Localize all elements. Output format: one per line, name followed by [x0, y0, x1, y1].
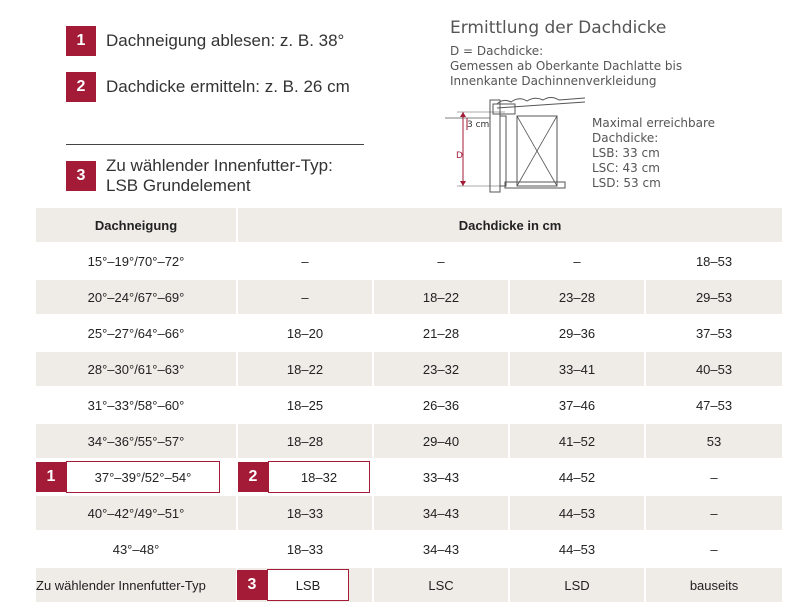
- cell: 29–36: [509, 315, 646, 352]
- table-row: 34°–36°/55°–57° 18–28 29–40 41–52 53: [36, 423, 783, 460]
- cell-highlighted: 3 LSB: [237, 567, 374, 604]
- cell: 23–28: [509, 279, 646, 316]
- cell-highlighted: 2 18–32: [237, 459, 374, 496]
- footer-label: Zu wählender Innenfutter-Typ: [36, 567, 238, 604]
- cell-angle: 31°–33°/58°–60°: [36, 387, 238, 424]
- table-row: 28°–30°/61°–63° 18–22 23–32 33–41 40–53: [36, 351, 783, 388]
- table-row-highlighted: 1 37°–39°/52°–54° 2 18–32 33–43 44–52 –: [36, 459, 783, 496]
- step-text: Dachdicke ermitteln: z. B. 26 cm: [106, 77, 350, 96]
- cell-angle: 25°–27°/64°–66°: [36, 315, 238, 352]
- table-row: 43°–48° 18–33 34–43 44–53 –: [36, 531, 783, 568]
- step-2: 2 Dachdicke ermitteln: z. B. 26 cm: [66, 72, 350, 102]
- cell: 18–33: [237, 531, 374, 568]
- cell: 44–53: [509, 495, 646, 532]
- cell-angle: 43°–48°: [36, 531, 238, 568]
- cell-angle: 15°–19°/70°–72°: [36, 243, 238, 280]
- cell: 34–43: [373, 531, 510, 568]
- cell: 18–22: [373, 279, 510, 316]
- cell: 41–52: [509, 423, 646, 460]
- header-dachdicke: Dachdicke in cm: [237, 208, 783, 244]
- table-row: 20°–24°/67°–69° – 18–22 23–28 29–53: [36, 279, 783, 316]
- cell: 18–33: [237, 495, 374, 532]
- cell: 18–25: [237, 387, 374, 424]
- cell: –: [645, 531, 783, 568]
- cell: –: [237, 279, 374, 316]
- table-row: 31°–33°/58°–60° 18–25 26–36 37–46 47–53: [36, 387, 783, 424]
- dimension-d-label: D: [456, 151, 463, 161]
- header-dachneigung: Dachneigung: [36, 208, 238, 244]
- step-1: 1 Dachneigung ablesen: z. B. 38°: [66, 26, 344, 56]
- cell-angle: 20°–24°/67°–69°: [36, 279, 238, 316]
- cell: 37–53: [645, 315, 783, 352]
- cell: 18–22: [237, 351, 374, 388]
- dimension-3cm-label: 3 cm: [467, 120, 489, 130]
- highlight-box-angle: 37°–39°/52°–54°: [66, 461, 220, 493]
- table-footer-row: Zu wählender Innenfutter-Typ 3 LSB LSC L…: [36, 567, 783, 604]
- table-row: 40°–42°/49°–51° 18–33 34–43 44–53 –: [36, 495, 783, 532]
- cell-angle-highlighted: 1 37°–39°/52°–54°: [36, 459, 238, 496]
- max-thickness-note: Maximal erreichbare Dachdicke: LSB: 33 c…: [592, 116, 716, 190]
- table-row: 15°–19°/70°–72° – – – 18–53: [36, 243, 783, 280]
- cell: –: [645, 459, 783, 496]
- highlight-box-thickness: 18–32: [268, 461, 370, 493]
- divider: [66, 144, 364, 145]
- step-number: 1: [66, 26, 96, 56]
- step-3: 3 Zu wählender Innenfutter-Typ: LSB Grun…: [66, 156, 333, 196]
- cell: 44–52: [509, 459, 646, 496]
- cell: 21–28: [373, 315, 510, 352]
- cell-angle: 34°–36°/55°–57°: [36, 423, 238, 460]
- cell: 34–43: [373, 495, 510, 532]
- cell: 23–32: [373, 351, 510, 388]
- cell: 33–43: [373, 459, 510, 496]
- cell: –: [373, 243, 510, 280]
- cell: 18–28: [237, 423, 374, 460]
- diagram-description: D = Dachdicke: Gemessen ab Oberkante Dac…: [450, 44, 683, 88]
- cell: 29–53: [645, 279, 783, 316]
- cell: 53: [645, 423, 783, 460]
- cell: 18–20: [237, 315, 374, 352]
- cell: 33–41: [509, 351, 646, 388]
- highlight-box-type: LSB: [267, 569, 349, 601]
- step-number: 3: [66, 161, 96, 191]
- cell-angle: 40°–42°/49°–51°: [36, 495, 238, 532]
- cell: –: [645, 495, 783, 532]
- cell: 37–46: [509, 387, 646, 424]
- step-text: Dachneigung ablesen: z. B. 38°: [106, 31, 345, 50]
- marker-1: 1: [36, 462, 66, 492]
- cell-angle: 28°–30°/61°–63°: [36, 351, 238, 388]
- cell: 44–53: [509, 531, 646, 568]
- diagram-title: Ermittlung der Dachdicke: [450, 18, 667, 38]
- step-text: Zu wählender Innenfutter-Typ: LSB Grunde…: [106, 156, 333, 195]
- cell: 47–53: [645, 387, 783, 424]
- cell: LSD: [509, 567, 646, 604]
- cell: LSC: [373, 567, 510, 604]
- cell: –: [509, 243, 646, 280]
- cell: bauseits: [645, 567, 783, 604]
- table-row: 25°–27°/64°–66° 18–20 21–28 29–36 37–53: [36, 315, 783, 352]
- step-number: 2: [66, 72, 96, 102]
- cell: 40–53: [645, 351, 783, 388]
- cell: 29–40: [373, 423, 510, 460]
- marker-2: 2: [238, 462, 268, 492]
- cell: –: [237, 243, 374, 280]
- roof-thickness-table: Dachneigung Dachdicke in cm 15°–19°/70°–…: [36, 208, 783, 604]
- cell: 18–53: [645, 243, 783, 280]
- roof-section-diagram: 3 cm D: [445, 97, 586, 193]
- marker-3: 3: [237, 570, 267, 600]
- cell: 26–36: [373, 387, 510, 424]
